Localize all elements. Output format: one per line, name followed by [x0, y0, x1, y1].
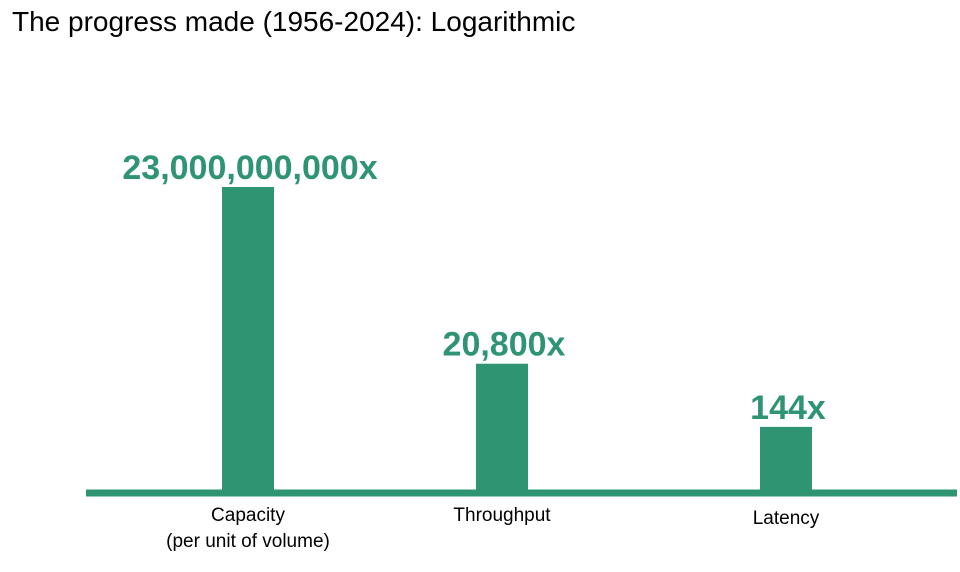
bar-2 [760, 426, 812, 490]
category-label-1-line-0: Throughput [453, 505, 551, 526]
category-label-0-line-0: Capacity [211, 505, 285, 526]
bar-1 [476, 363, 528, 490]
bar-value-label-2: 144x [750, 389, 826, 427]
bar-value-label-0: 23,000,000,000x [122, 149, 377, 187]
category-label-0-line-1: (per unit of volume) [166, 531, 330, 552]
chart-title: The progress made (1956-2024): Logarithm… [12, 6, 576, 37]
labels-layer: 23,000,000,000x Capacity (per unit of volu… [122, 149, 826, 552]
bar-value-label-1: 20,800x [443, 326, 566, 364]
category-label-2-line-0: Latency [753, 508, 820, 529]
bar-0 [222, 187, 274, 490]
bars-layer [222, 187, 812, 490]
